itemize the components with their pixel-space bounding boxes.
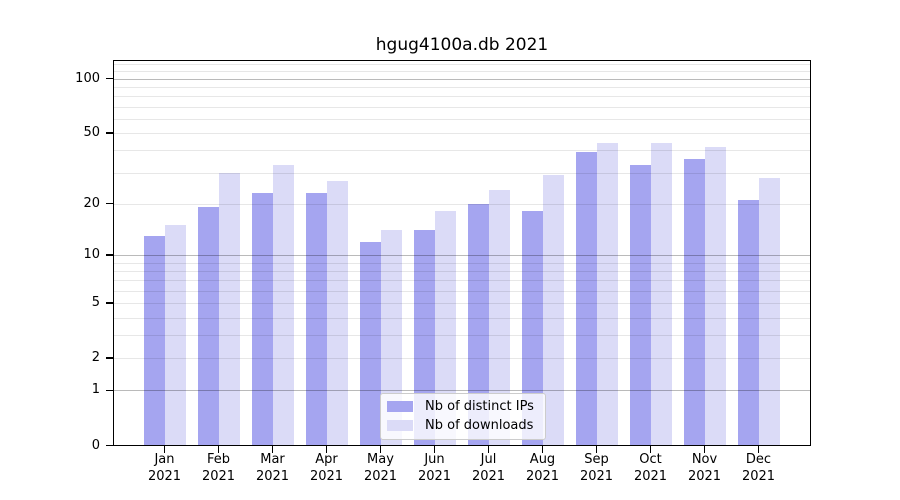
bar-downloads-oct [650, 142, 672, 446]
x-tick-mark-oct [649, 446, 652, 453]
bar-downloads-nov [704, 146, 726, 446]
x-tick-label-nov: Nov [691, 452, 718, 467]
bar-downloads-apr [326, 180, 348, 446]
x-tick-label-jul: Jul [480, 452, 497, 467]
y-tick-label-5: 5 [91, 295, 100, 311]
x-tick-year-dec: 2021 [741, 469, 776, 484]
y-tick-mark-0 [106, 444, 113, 447]
bar-downloads-jun [434, 211, 456, 446]
x-tick-year-jan: 2021 [147, 469, 182, 484]
x-tick-label-jan: Jan [154, 452, 175, 467]
legend-swatch-distinct-ips [387, 401, 413, 412]
bar-distinct-ips-jun [413, 230, 435, 446]
x-tick-mark-apr [325, 446, 328, 453]
x-tick-mark-feb [217, 446, 220, 453]
bar-distinct-ips-jul [467, 203, 489, 446]
legend-label-downloads: Nb of downloads [425, 418, 534, 433]
x-tick-year-jul: 2021 [471, 469, 506, 484]
x-tick-label-may: May [367, 452, 394, 467]
x-tick-label-sep: Sep [584, 452, 609, 467]
y-tick-mark-20 [106, 202, 113, 205]
bar-distinct-ips-aug [521, 211, 543, 446]
y-tick-label-50: 50 [83, 125, 100, 140]
y-tick-label-2: 2 [91, 350, 100, 366]
x-tick-mark-dec [757, 446, 760, 453]
x-tick-year-oct: 2021 [633, 469, 668, 484]
legend-swatch-downloads [387, 420, 413, 431]
legend-entry-distinct-ips: Nb of distinct IPs [387, 399, 534, 414]
x-tick-label-oct: Oct [639, 452, 662, 467]
y-tick-label-0: 0 [91, 437, 100, 453]
x-tick-label-aug: Aug [529, 452, 556, 467]
x-tick-label-jun: Jun [424, 452, 445, 467]
x-tick-label-feb: Feb [206, 452, 231, 467]
y-tick-mark-100 [106, 77, 113, 80]
x-tick-year-mar: 2021 [255, 469, 290, 484]
y-tick-mark-5 [106, 302, 113, 304]
bar-distinct-ips-dec [737, 199, 759, 446]
bar-downloads-jul [488, 189, 510, 446]
x-tick-mark-jul [487, 446, 490, 453]
x-tick-year-aug: 2021 [525, 469, 560, 484]
bar-distinct-ips-apr [305, 192, 327, 446]
x-tick-mark-may [379, 446, 382, 453]
bar-distinct-ips-oct [629, 165, 651, 446]
chart-title: hgug4100a.db 2021 [375, 35, 549, 55]
bar-distinct-ips-mar [251, 192, 273, 446]
bar-downloads-jan [164, 225, 186, 446]
bar-downloads-aug [542, 175, 564, 446]
bar-distinct-ips-nov [683, 158, 705, 446]
legend-entry-downloads: Nb of downloads [387, 418, 534, 433]
legend: Nb of distinct IPs Nb of downloads [380, 393, 546, 440]
x-tick-mark-aug [541, 446, 544, 453]
bar-downloads-feb [218, 172, 240, 446]
x-tick-mark-jun [433, 446, 436, 453]
x-tick-year-sep: 2021 [579, 469, 614, 484]
y-tick-label-20: 20 [83, 195, 100, 211]
bar-downloads-may [380, 230, 402, 446]
y-tick-label-100: 100 [75, 70, 100, 86]
bar-downloads-dec [758, 177, 780, 446]
bar-distinct-ips-may [359, 241, 381, 446]
x-tick-year-jun: 2021 [417, 469, 452, 484]
y-tick-mark-50 [106, 132, 113, 134]
x-tick-mark-mar [271, 446, 274, 453]
bar-downloads-mar [272, 165, 294, 446]
x-tick-label-mar: Mar [260, 452, 285, 467]
x-tick-label-dec: Dec [745, 452, 772, 467]
y-tick-mark-2 [106, 357, 113, 359]
y-tick-mark-10 [106, 254, 113, 256]
y-tick-label-10: 10 [83, 246, 100, 262]
x-tick-mark-jan [163, 446, 166, 453]
x-tick-year-feb: 2021 [201, 469, 236, 484]
x-tick-label-apr: Apr [315, 452, 338, 467]
x-tick-year-may: 2021 [363, 469, 398, 484]
y-tick-label-1: 1 [91, 382, 100, 398]
x-tick-mark-sep [595, 446, 598, 453]
x-tick-year-apr: 2021 [309, 469, 344, 484]
legend-label-distinct-ips: Nb of distinct IPs [425, 399, 534, 414]
y-tick-mark-1 [106, 389, 113, 392]
bar-distinct-ips-sep [575, 152, 597, 446]
bar-downloads-sep [596, 142, 618, 446]
bar-distinct-ips-feb [197, 207, 219, 446]
x-tick-year-nov: 2021 [687, 469, 722, 484]
bar-distinct-ips-jan [143, 235, 165, 446]
x-tick-mark-nov [703, 446, 706, 453]
